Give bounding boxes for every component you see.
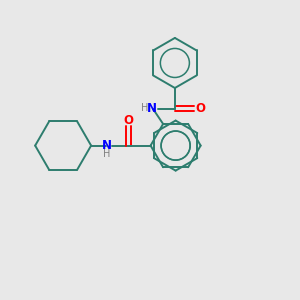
Text: H: H (141, 103, 148, 113)
Text: O: O (196, 102, 206, 115)
Text: N: N (147, 101, 157, 115)
Text: N: N (102, 139, 112, 152)
Text: H: H (103, 149, 110, 159)
Text: O: O (124, 114, 134, 127)
